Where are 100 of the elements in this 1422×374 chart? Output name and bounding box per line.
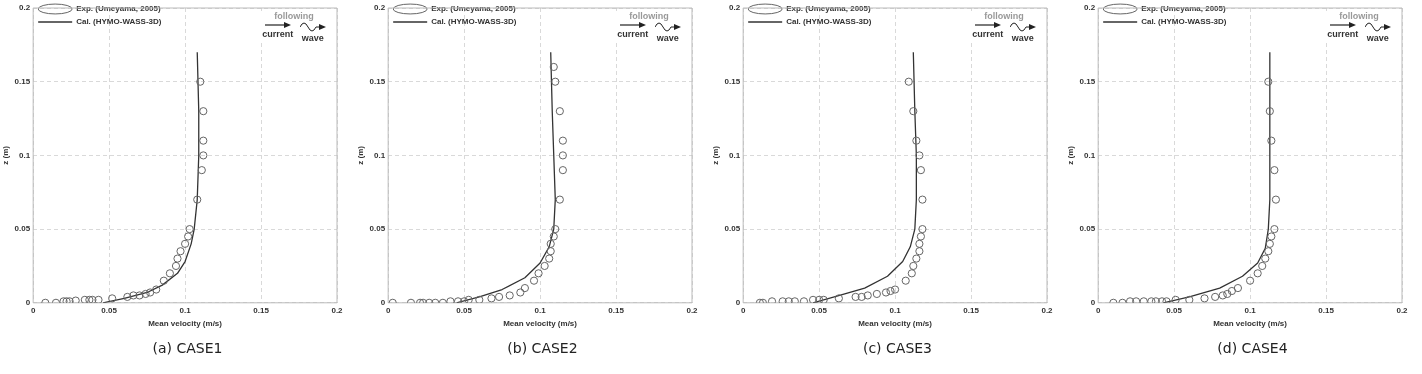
point — [1264, 247, 1273, 256]
x-tick-label: 0.2 — [1041, 305, 1054, 315]
y-axis-title: z (m) — [356, 145, 365, 165]
point — [907, 269, 916, 278]
annotation: following — [273, 11, 315, 21]
point — [540, 261, 549, 271]
point — [1227, 286, 1236, 296]
point — [1264, 77, 1273, 86]
point — [872, 289, 881, 299]
point — [1211, 292, 1220, 301]
y-tick-label: 0 — [25, 298, 31, 307]
x-tick-label: 0.1 — [534, 305, 547, 315]
x-axis-title: Mean velocity (m/s) — [1213, 319, 1288, 329]
point — [141, 289, 150, 299]
y-tick-label: 0.15 — [14, 76, 31, 86]
y-tick-label: 0.1 — [1084, 150, 1096, 160]
x-tick-label: 0.2 — [1396, 305, 1409, 315]
point — [857, 292, 866, 301]
point — [916, 166, 926, 175]
point — [520, 283, 529, 293]
point — [1245, 276, 1255, 285]
point — [505, 291, 514, 300]
point — [886, 286, 895, 296]
x-tick-label: 0.15 — [963, 305, 980, 315]
point — [1200, 294, 1209, 303]
legend-label: Cal. (HYMO-WASS-3D) — [76, 17, 162, 27]
y-tick-label: 0 — [1090, 298, 1096, 307]
point — [555, 195, 564, 204]
point — [863, 291, 872, 300]
point — [159, 276, 168, 285]
x-tick-label: 0.15 — [608, 305, 625, 315]
point — [834, 294, 843, 303]
point — [85, 295, 94, 303]
point — [71, 296, 80, 303]
point — [545, 254, 554, 263]
y-tick-label: 0.1 — [729, 150, 741, 160]
y-tick-label: 0.1 — [374, 150, 386, 160]
point — [555, 107, 564, 116]
legend-label: Exp. (Umeyama, 2005) — [431, 4, 516, 14]
point — [890, 285, 900, 294]
annotation: wave — [1011, 33, 1034, 43]
y-tick-label: 0.15 — [724, 76, 741, 86]
x-tick-label: 0.15 — [1318, 305, 1335, 315]
point — [199, 107, 208, 116]
point — [129, 291, 138, 300]
point — [1253, 269, 1262, 278]
annotation: following — [983, 11, 1025, 21]
point — [558, 136, 567, 145]
y-tick-label: 0.2 — [19, 3, 31, 13]
point — [819, 295, 828, 303]
point — [196, 77, 205, 86]
x-tick-label: 0.1 — [179, 305, 192, 315]
y-tick-label: 0.2 — [729, 3, 741, 13]
x-tick-label: 0.2 — [686, 305, 699, 315]
point — [516, 288, 525, 297]
y-tick-label: 0.2 — [374, 3, 386, 13]
point — [165, 269, 174, 278]
point — [546, 239, 555, 248]
point — [185, 225, 194, 234]
y-tick-label: 0 — [380, 298, 386, 307]
x-tick-label: 0.15 — [253, 305, 270, 315]
x-tick-label: 0.05 — [101, 305, 118, 315]
point — [197, 166, 206, 175]
y-tick-label: 0.05 — [369, 224, 386, 234]
legend-label: Exp. (Umeyama, 2005) — [76, 4, 161, 14]
annotation: following — [1338, 11, 1380, 21]
annotation: following — [628, 11, 670, 21]
annotation: wave — [656, 33, 679, 43]
y-axis-title: z (m) — [1066, 145, 1075, 165]
x-tick-label: 0.05 — [456, 305, 473, 315]
point — [558, 151, 567, 160]
y-tick-label: 0.1 — [19, 150, 31, 160]
point — [912, 136, 921, 145]
point — [915, 239, 924, 248]
point — [1218, 291, 1227, 300]
point — [1267, 232, 1276, 241]
point — [494, 292, 504, 301]
point — [918, 225, 927, 234]
point — [551, 77, 560, 86]
point — [915, 247, 924, 256]
y-tick-label: 0.05 — [14, 224, 31, 234]
point — [135, 291, 144, 300]
y-tick-label: 0 — [735, 298, 741, 307]
y-tick-label: 0.05 — [1079, 224, 1096, 234]
point — [152, 285, 161, 294]
legend-label: Cal. (HYMO-WASS-3D) — [431, 17, 517, 27]
point — [1233, 283, 1243, 293]
point — [1271, 195, 1281, 204]
y-axis-title: z (m) — [711, 145, 720, 165]
point — [199, 136, 208, 145]
point — [909, 261, 918, 271]
annotation: current — [972, 29, 1004, 39]
point — [1270, 225, 1279, 234]
annotation: current — [262, 29, 294, 39]
y-tick-label: 0.05 — [724, 224, 741, 234]
point — [193, 195, 202, 204]
annotation: wave — [1366, 33, 1389, 43]
point — [918, 195, 927, 204]
point — [916, 232, 926, 241]
point — [534, 269, 543, 278]
